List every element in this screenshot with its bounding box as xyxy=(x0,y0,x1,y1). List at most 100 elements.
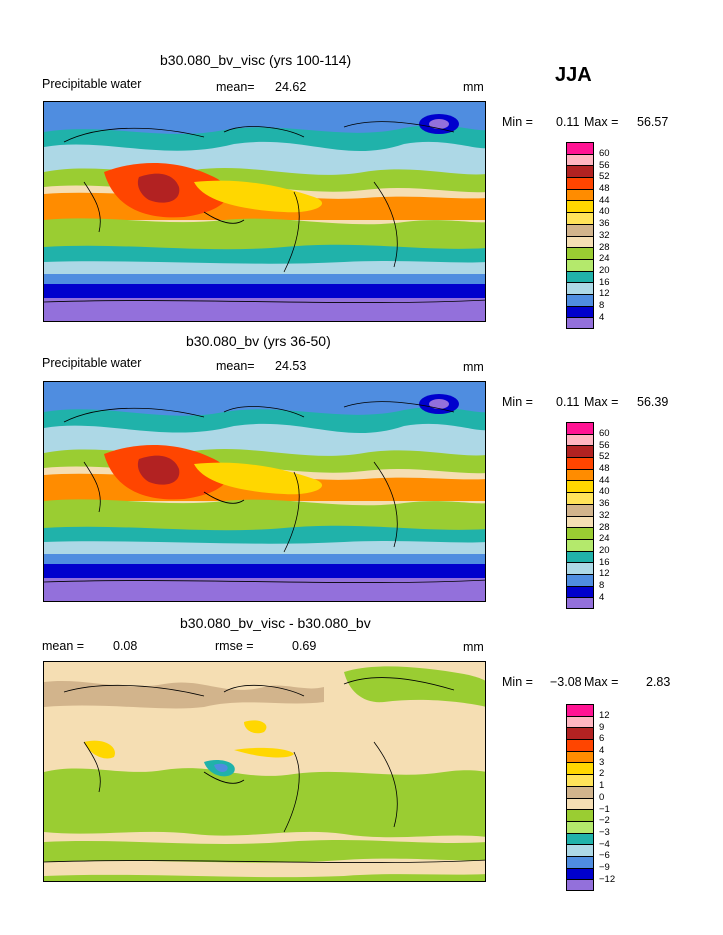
panel-3-min-label: Min = xyxy=(502,675,533,689)
colorbar-swatch xyxy=(566,573,594,586)
panel-2-mean-label: mean= xyxy=(216,359,255,373)
panel-3-mean-value: 0.08 xyxy=(113,639,138,653)
panel-3-title: b30.080_bv_visc - b30.080_bv xyxy=(180,615,371,631)
colorbar-level-label: 9 xyxy=(599,721,605,733)
colorbar-level-label: 2 xyxy=(599,768,605,780)
panel-2-min-value: 0.11 xyxy=(556,395,580,409)
colorbar-level-label: 44 xyxy=(599,194,610,206)
panel-2-colorbar-labels: 60 56 52 48 44 40 36 32 28 24 20 16 12 8 4 xyxy=(599,428,610,603)
colorbar-level-label: 60 xyxy=(599,148,610,159)
panel-3-rmse-value: 0.69 xyxy=(292,639,317,653)
colorbar-level-label: 8 xyxy=(599,299,605,311)
colorbar-level-label: −9 xyxy=(599,861,610,873)
colorbar-level-label: 12 xyxy=(599,568,610,580)
panel-2-min-label: Min = xyxy=(502,395,533,409)
panel-1-title: b30.080_bv_visc (yrs 100-114) xyxy=(160,52,352,68)
colorbar-level-label: 44 xyxy=(599,474,610,486)
colorbar-swatch xyxy=(566,585,594,598)
colorbar-level-label: 12 xyxy=(599,288,610,300)
panel-1-max-label: Max = xyxy=(584,115,619,129)
colorbar-level-label: 40 xyxy=(599,206,610,218)
colorbar-swatch xyxy=(566,550,594,563)
colorbar-level-label: 12 xyxy=(599,710,610,721)
colorbar-level-label: 4 xyxy=(599,745,605,757)
colorbar-swatch xyxy=(566,538,594,551)
colorbar-level-label: 56 xyxy=(599,439,610,451)
colorbar-level-label: 52 xyxy=(599,171,610,183)
colorbar-swatch xyxy=(566,704,594,716)
colorbar-swatch xyxy=(566,433,594,446)
colorbar-level-label: 28 xyxy=(599,241,610,253)
panel-1-units: mm xyxy=(463,80,484,94)
panel-1-mean-label: mean= xyxy=(216,80,255,94)
panel-3-colorbar-labels: 12 9 6 4 3 2 1 0 −1 −2 −3 −4 −6 −9 −12 xyxy=(599,710,615,885)
colorbar-level-label: −6 xyxy=(599,850,610,862)
colorbar-level-label: −1 xyxy=(599,803,610,815)
colorbar-swatch xyxy=(566,247,594,259)
colorbar-swatch xyxy=(566,785,594,798)
colorbar-level-label: 20 xyxy=(599,544,610,556)
colorbar-swatch xyxy=(566,774,594,786)
colorbar-level-label: 6 xyxy=(599,733,605,745)
panel-2-colorbar xyxy=(566,422,594,609)
colorbar-swatch xyxy=(566,165,594,178)
panel-3-max-label: Max = xyxy=(584,675,619,689)
colorbar-level-label: 60 xyxy=(599,428,610,439)
colorbar-swatch xyxy=(566,200,594,213)
colorbar-level-label: 56 xyxy=(599,159,610,171)
panel-2-variable: Precipitable water xyxy=(42,356,142,370)
colorbar-swatch xyxy=(566,762,594,775)
colorbar-level-label: 48 xyxy=(599,463,610,475)
colorbar-swatch xyxy=(566,797,594,810)
colorbar-swatch xyxy=(566,305,594,318)
colorbar-swatch xyxy=(566,739,594,751)
colorbar-level-label: 52 xyxy=(599,451,610,463)
colorbar-level-label: 1 xyxy=(599,780,605,792)
colorbar-swatch xyxy=(566,597,594,609)
colorbar-level-label: −12 xyxy=(599,873,616,885)
colorbar-swatch xyxy=(566,235,594,248)
panel-1-min-label: Min = xyxy=(502,115,533,129)
colorbar-level-label: 16 xyxy=(599,556,610,568)
colorbar-swatch xyxy=(566,177,594,189)
panel-3-colorbar xyxy=(566,704,594,891)
colorbar-level-label: −2 xyxy=(599,815,610,827)
colorbar-swatch xyxy=(566,527,594,539)
colorbar-swatch xyxy=(566,270,594,283)
colorbar-level-label: 32 xyxy=(599,509,610,521)
colorbar-level-label: 0 xyxy=(599,791,605,803)
colorbar-level-label: 4 xyxy=(599,591,605,603)
colorbar-level-label: 48 xyxy=(599,183,610,195)
panel-2-max-value: 56.39 xyxy=(637,395,669,409)
panel-2-units: mm xyxy=(463,360,484,374)
colorbar-level-label: 36 xyxy=(599,498,610,510)
colorbar-swatch xyxy=(566,293,594,306)
colorbar-swatch xyxy=(566,820,594,833)
colorbar-swatch xyxy=(566,844,594,856)
panel-1-max-value: 56.57 xyxy=(637,115,669,129)
colorbar-swatch xyxy=(566,468,594,481)
colorbar-swatch xyxy=(566,515,594,528)
panel-1-mean-value: 24.62 xyxy=(275,80,307,94)
colorbar-level-label: 28 xyxy=(599,521,610,533)
colorbar-swatch xyxy=(566,153,594,166)
colorbar-level-label: 24 xyxy=(599,533,610,545)
colorbar-level-label: 8 xyxy=(599,579,605,591)
colorbar-swatch xyxy=(566,492,594,504)
panel-3-map xyxy=(43,661,486,882)
colorbar-level-label: 16 xyxy=(599,276,610,288)
colorbar-swatch xyxy=(566,715,594,728)
panel-1-colorbar xyxy=(566,142,594,329)
colorbar-swatch xyxy=(566,457,594,469)
colorbar-swatch xyxy=(566,223,594,236)
colorbar-swatch xyxy=(566,142,594,154)
colorbar-level-label: 20 xyxy=(599,264,610,276)
panel-1-colorbar-labels: 60 56 52 48 44 40 36 32 28 24 20 16 12 8 4 xyxy=(599,148,610,323)
colorbar-swatch xyxy=(566,727,594,740)
colorbar-swatch xyxy=(566,212,594,224)
colorbar-level-label: 32 xyxy=(599,229,610,241)
colorbar-swatch xyxy=(566,445,594,458)
panel-3-min-value: −3.08 xyxy=(550,675,582,689)
colorbar-swatch xyxy=(566,855,594,868)
colorbar-swatch xyxy=(566,562,594,574)
